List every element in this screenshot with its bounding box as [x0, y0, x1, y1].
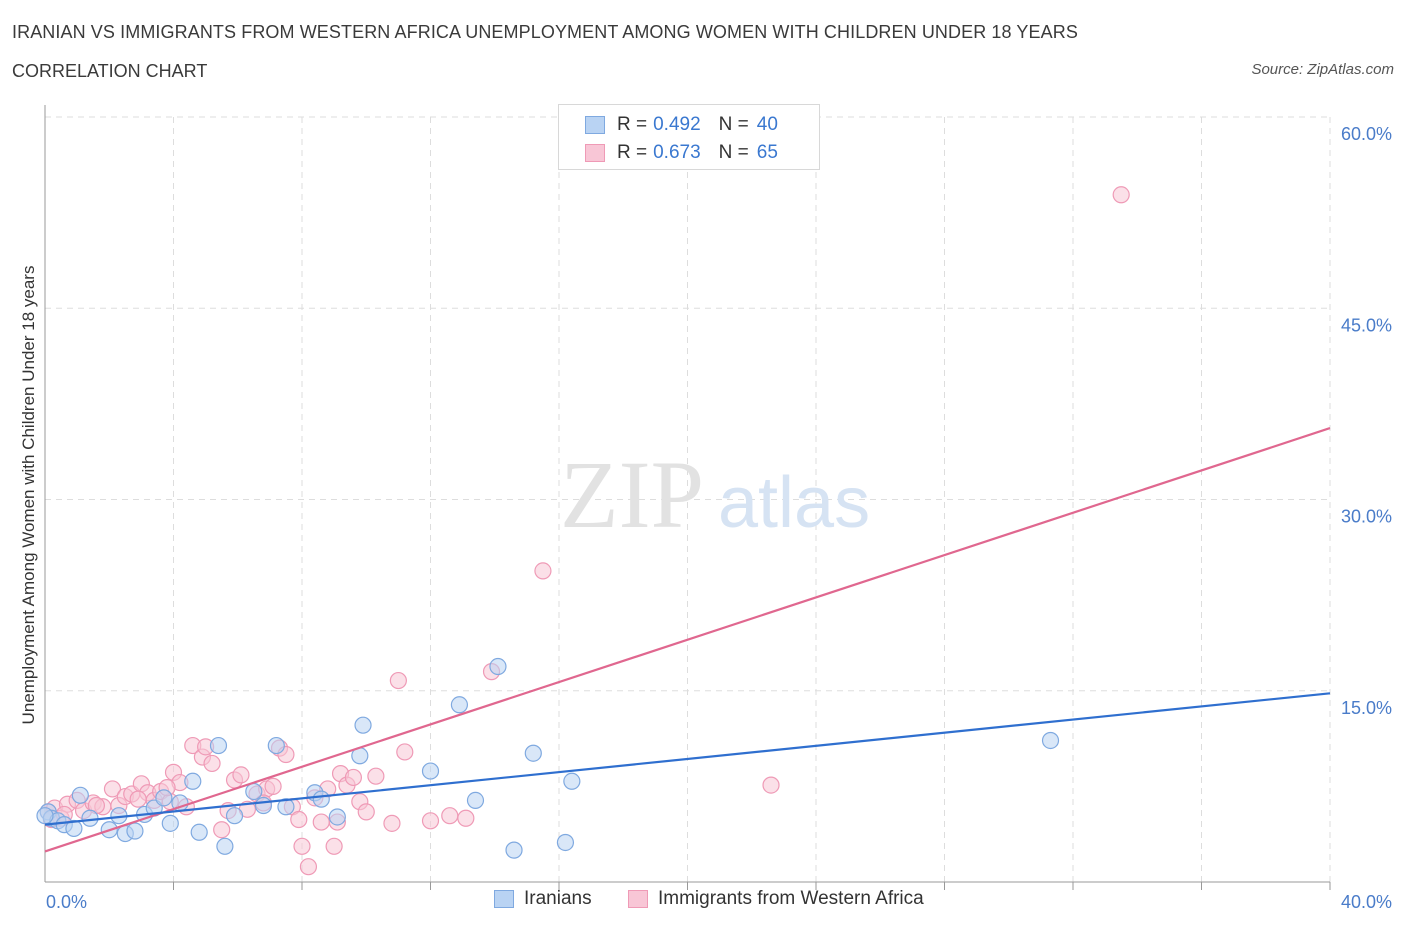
wafrica-point-23	[203, 754, 221, 773]
iranians-point-39	[36, 807, 54, 825]
iranians-point-16	[184, 772, 202, 790]
axes	[44, 105, 1331, 890]
iranians-point-24	[277, 798, 295, 816]
iranians-point-6	[81, 809, 99, 827]
correlation-legend: R = 0.492 N = 40 R = 0.673 N = 65	[558, 104, 820, 170]
y-tick-label-3: 60.0%	[1341, 124, 1392, 144]
iranians-point-5	[71, 786, 89, 804]
iranians-point-32	[466, 791, 485, 810]
bottom-legend-wafrica: Immigrants from Western Africa	[628, 888, 924, 910]
wafrica-point-41	[325, 837, 343, 855]
iranians-point-17	[190, 823, 208, 841]
wafrica-point-48	[383, 814, 401, 832]
wafrica-point-31	[264, 777, 282, 795]
iranians-point-23	[267, 736, 285, 755]
legend-swatch-iranians	[585, 116, 605, 134]
wafrica-point-8	[103, 780, 122, 798]
wafrica-point-52	[441, 807, 459, 825]
wafrica-point-37	[299, 858, 318, 876]
y-tick-label-2: 45.0%	[1341, 315, 1392, 335]
legend-r-label: R =	[617, 142, 648, 163]
trend-lines	[44, 427, 1331, 853]
x-tick-label-min: 0.0%	[46, 892, 87, 912]
wafrica-point-51	[421, 812, 440, 830]
legend-swatch-wafrica	[585, 144, 605, 162]
wafrica-trend-line	[44, 427, 1331, 853]
iranians-point-38	[1041, 731, 1060, 750]
y-axis-label: Unemployment Among Women with Children U…	[19, 266, 38, 725]
chart-subtitle: CORRELATION CHART	[12, 61, 208, 81]
wafrica-point-27	[232, 766, 250, 784]
legend-n-value: 40	[756, 114, 778, 135]
iranians-point-13	[155, 789, 173, 807]
wafrica-point-50	[396, 743, 414, 761]
bottom-legend-swatch-wafrica	[628, 890, 648, 908]
legend-r-value: 0.492	[653, 114, 701, 135]
watermark-zip: ZIP	[560, 441, 704, 548]
legend-r-label: R =	[617, 114, 648, 135]
y-tick-labels: 15.0% 30.0% 45.0% 60.0%	[1341, 124, 1392, 718]
legend-n-value: 65	[756, 142, 778, 163]
iranians-point-14	[161, 814, 179, 832]
watermark-atlas: atlas	[718, 463, 870, 543]
iranians-point-20	[225, 807, 244, 825]
wafrica-point-36	[293, 837, 311, 855]
iranians-point-18	[209, 736, 228, 755]
iranians-point-34	[505, 841, 523, 859]
y-tick-label-1: 30.0%	[1341, 507, 1392, 527]
iranians-point-36	[556, 833, 575, 852]
y-tick-label-0: 15.0%	[1341, 698, 1392, 718]
wafrica-point-49	[389, 671, 407, 690]
bottom-legend-iranians: Iranians	[494, 888, 592, 910]
iranians-point-26	[312, 790, 330, 808]
iranians-point-31	[450, 696, 469, 714]
wafrica-point-61	[129, 790, 147, 808]
wafrica-point-46	[357, 803, 375, 821]
iranians-point-27	[328, 808, 346, 826]
iranians-point-22	[254, 796, 273, 815]
iranians-point-21	[245, 782, 263, 801]
watermark: ZIP atlas	[560, 441, 870, 548]
legend-row-iranians: R = 0.492 N = 40	[585, 113, 778, 137]
legend-r-value: 0.673	[653, 142, 701, 163]
wafrica-point-35	[290, 810, 308, 829]
legend-n-label: N =	[718, 114, 749, 135]
iranians-point-37	[563, 772, 581, 790]
wafrica-point-47	[367, 767, 385, 785]
iranians-point-30	[421, 762, 440, 780]
wafrica-point-39	[312, 813, 330, 831]
wafrica-point-24	[213, 821, 231, 839]
iranians-point-29	[354, 716, 372, 734]
series-iranians-points	[36, 657, 1060, 859]
wafrica-point-56	[762, 776, 780, 794]
iranians-point-4	[65, 819, 83, 838]
iranians-trend-line	[44, 692, 1331, 826]
iranians-point-35	[524, 744, 542, 762]
x-tick-label-max: 40.0%	[1341, 892, 1392, 912]
wafrica-point-53	[457, 809, 475, 827]
bottom-legend-label-wafrica: Immigrants from Western Africa	[658, 888, 924, 909]
legend-n-label: N =	[718, 142, 749, 163]
wafrica-point-44	[344, 768, 362, 787]
bottom-legend-label-iranians: Iranians	[524, 888, 592, 909]
iranians-point-33	[489, 657, 507, 676]
wafrica-point-57	[1112, 186, 1130, 204]
legend-row-wafrica: R = 0.673 N = 65	[585, 141, 778, 165]
wafrica-point-55	[534, 562, 552, 580]
chart-title: IRANIAN VS IMMIGRANTS FROM WESTERN AFRIC…	[12, 22, 1078, 42]
iranians-point-19	[216, 837, 234, 855]
x-tick-labels: 0.0% 40.0%	[46, 892, 1392, 912]
bottom-legend-swatch-iranians	[494, 890, 514, 908]
iranians-point-10	[126, 822, 144, 840]
source-credit: Source: ZipAtlas.com	[1251, 61, 1394, 78]
